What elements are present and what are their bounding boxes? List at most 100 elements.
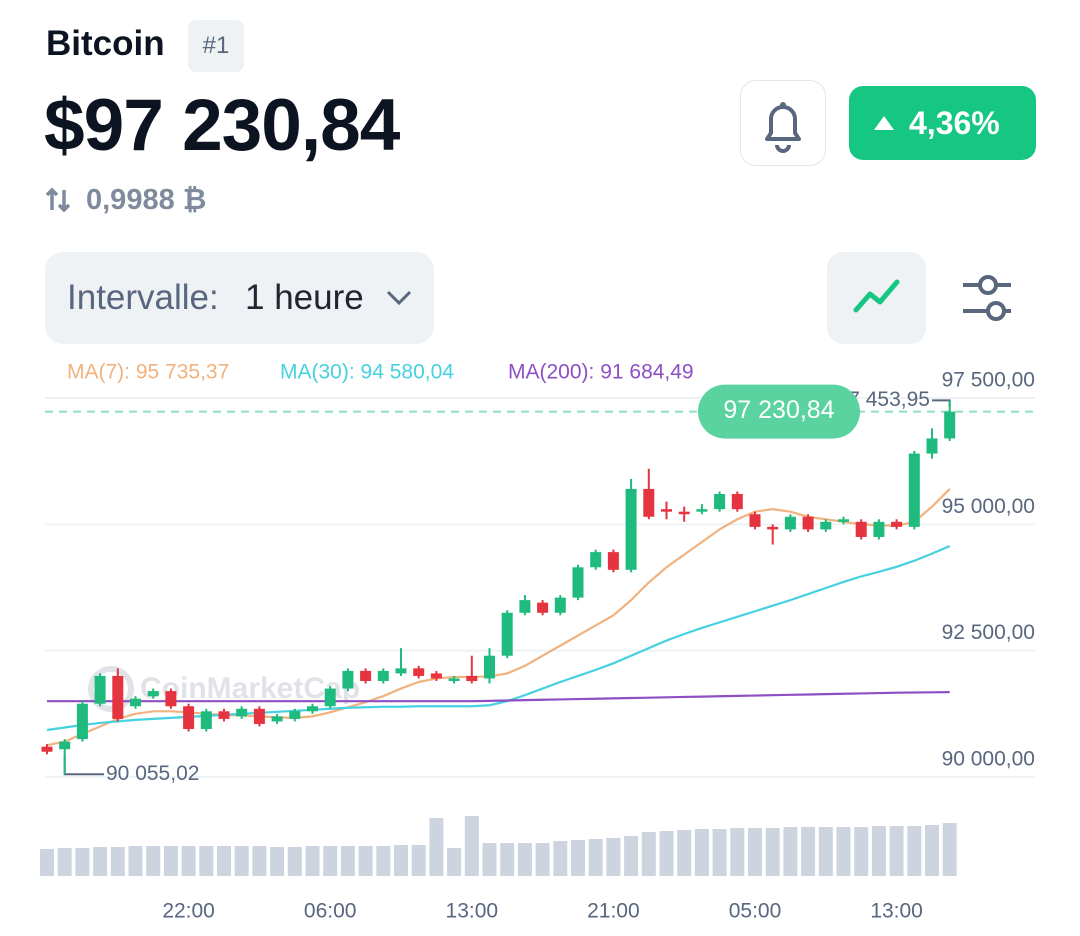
candle-body [554,597,566,613]
volume-bar [730,828,745,876]
low-label: 90 055,02 [106,762,199,785]
swap-icon [45,187,71,213]
candle-body [731,494,743,510]
volume-bar [659,831,674,876]
settings-icon[interactable] [955,270,1019,326]
volume-bar [146,846,161,876]
volume-bar [871,826,886,876]
candle-body [590,552,602,568]
candle-body [537,602,549,613]
volume-bar [110,847,125,876]
bell-icon [765,102,801,153]
line-icon [853,279,900,313]
candle-body [360,670,372,681]
volume-bar [854,827,869,876]
candle-body [342,670,354,689]
candle-body [324,688,336,707]
volume-bar [447,848,462,876]
volume-bar [907,826,922,876]
line-chart-toggle[interactable] [827,252,926,344]
volume-bar [889,826,904,876]
price-badge-text: 97 230,84 [723,396,834,424]
price-badge [698,384,860,439]
volume-bar [340,846,355,876]
volume-bar [40,849,54,876]
candle-body [395,668,407,674]
volume-bar [500,843,515,876]
volume-bar [836,827,851,876]
candle-body [307,706,318,712]
volume-bar [181,846,196,876]
volume-bar [748,828,762,876]
candle-body [76,703,88,740]
volume-bar [942,823,957,876]
candle-body [377,670,389,681]
alert-button[interactable] [740,80,826,166]
interval-select[interactable]: Intervalle: 1 heure [45,252,434,344]
volume-bar [571,840,585,876]
legend-entry: MA(30): 94 580,04 [280,361,454,384]
candle-body [271,716,283,722]
volume-bar [535,843,550,876]
high-marker [932,399,951,407]
candle-body [41,746,53,752]
x-tick-label: 05:00 [729,900,782,923]
x-tick-label: 06:00 [304,900,357,923]
candle-body [183,706,195,729]
volume-bar [925,825,939,876]
volume-bar [376,846,391,876]
ma-line [46,545,951,732]
volume-bar [57,848,72,876]
volume-bar [801,827,816,876]
volume-bar [517,843,532,876]
volume-bar [217,846,231,876]
volume-bar [163,846,178,876]
coin-name: Bitcoin [46,24,165,63]
candle-body [448,678,460,681]
interval-label: Intervalle: [67,278,219,317]
candle-body [94,675,106,704]
candle-body [466,675,478,681]
volume-bar [606,838,621,876]
up-triangle [874,116,894,130]
x-tick-label: 13:00 [870,900,923,923]
volume-bar [234,846,249,876]
volume-bar [358,846,373,876]
y-tick-label: 90 000,00 [942,748,1035,771]
volume-bar [305,846,320,876]
watermark: CoinMarketCap [88,666,360,712]
ma-line [47,691,950,703]
volume-bar [677,830,692,876]
candle-body [289,711,301,719]
candle-body [236,708,248,717]
candle-body [784,516,796,530]
candle-body [200,711,212,729]
candle-body [944,411,956,439]
chevron [386,290,412,306]
volume-bar [624,836,639,876]
volume-bar [818,827,833,876]
candle-body [147,691,159,697]
legend-entry: MA(200): 91 684,49 [508,361,694,384]
candle-body [767,526,779,530]
volume-bar [323,846,338,876]
candle-body [820,521,832,530]
btc-amount: 0,9988 ₿ [86,184,207,216]
volume-bar [93,847,108,876]
candle-body [130,698,141,707]
y-tick-label: 97 500,00 [942,369,1035,392]
x-tick-label: 22:00 [162,900,215,923]
candle-body [926,438,938,454]
volume-bar [464,816,479,876]
change-badge: 4,36% [849,86,1036,160]
volume-bar [694,829,709,876]
interval-value: 1 heure [245,278,364,317]
candle-body [749,514,761,527]
candle-body [696,509,708,512]
volume-bar [252,846,267,876]
candle-body [714,494,726,510]
price: $97 230,84 [44,85,400,166]
legend-entry: MA(7): 95 735,37 [67,361,229,384]
